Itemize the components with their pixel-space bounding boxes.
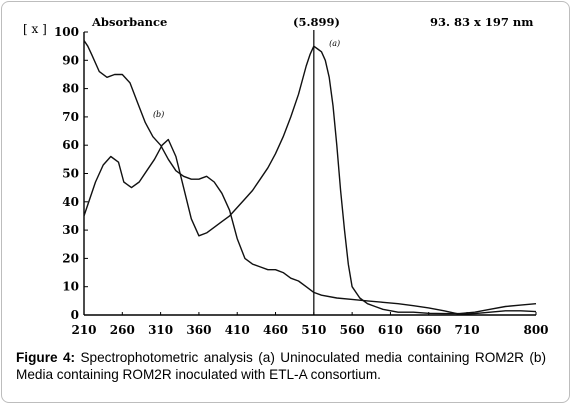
x-tick-label: 660 (416, 323, 441, 337)
y-tick-label: 100 (54, 25, 79, 39)
x-tick-label: 210 (71, 323, 96, 337)
figure-caption: Figure 4: Spectrophotometric analysis (a… (16, 349, 546, 383)
x-tick-label: 510 (301, 323, 326, 337)
caption-text: Spectrophotometric analysis (a) Uninocul… (16, 350, 546, 382)
series-line-a (83, 45, 537, 315)
caption-label: Figure 4: (16, 350, 76, 365)
x-tick-label: 460 (263, 323, 288, 337)
series-label-a: (a) (329, 39, 340, 48)
series-label-b: (b) (153, 110, 164, 119)
x-tick-label: 260 (110, 323, 135, 337)
y-tick-label: 20 (62, 251, 79, 265)
y-tick-label: 80 (62, 82, 79, 96)
y-tick-label: 0 (71, 308, 79, 322)
peak-label: (5.899) (293, 15, 340, 29)
x-tick-label: 800 (523, 323, 548, 337)
spectrophotometric-chart: [ x ] Absorbance (5.899) 93. 83 x 197 nm… (23, 15, 549, 337)
x-tick-label: 410 (225, 323, 250, 337)
y-tick-label: 90 (62, 53, 79, 67)
y-tick-label: 10 (62, 280, 79, 294)
x-tick-label: 310 (148, 323, 173, 337)
axis-title: Absorbance (91, 15, 167, 29)
y-axis-label: [ x ] (23, 22, 47, 36)
x-tick-label: 560 (340, 323, 365, 337)
series-line-b (83, 40, 537, 315)
chart-area: [ x ] Absorbance (5.899) 93. 83 x 197 nm… (23, 15, 549, 337)
y-tick-label: 40 (62, 195, 79, 209)
y-tick-label: 50 (62, 167, 79, 181)
x-tick-label: 360 (186, 323, 211, 337)
y-tick-label: 70 (62, 110, 79, 124)
y-tick-label: 30 (62, 223, 79, 237)
corner-note: 93. 83 x 197 nm (430, 15, 533, 29)
x-tick-label: 610 (378, 323, 403, 337)
x-tick-label: 710 (455, 323, 480, 337)
y-tick-label: 60 (62, 138, 79, 152)
